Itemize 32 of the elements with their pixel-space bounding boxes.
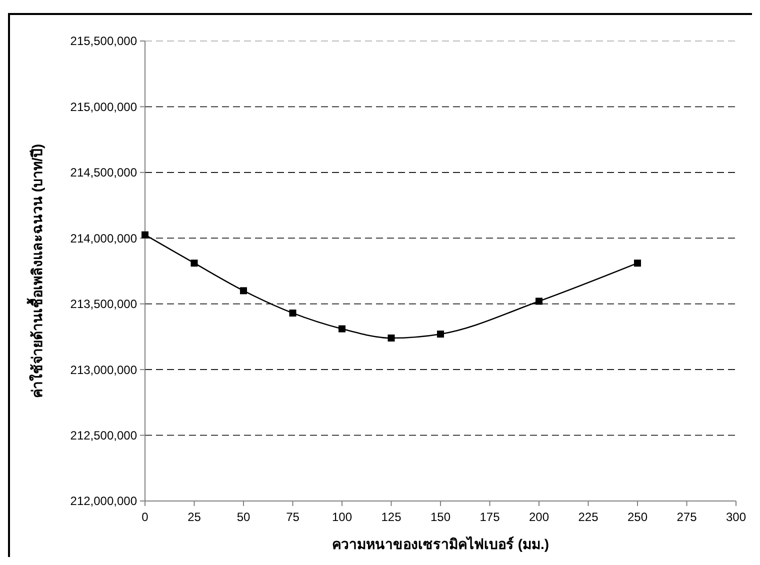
x-axis-title: ความหนาของเซรามิคไฟเบอร์ (มม.)	[332, 535, 550, 552]
y-tick-label: 214,000,000	[70, 231, 138, 246]
x-tick-label: 300	[726, 510, 746, 524]
x-tick-label: 200	[528, 510, 550, 524]
y-tick-label: 214,500,000	[70, 166, 138, 180]
x-tick-label: 275	[676, 510, 698, 524]
point	[338, 325, 346, 332]
y-tick-label: 215,500,000	[70, 34, 138, 48]
x-tick-label: 25	[188, 510, 202, 524]
x-tick-label: 225	[578, 510, 599, 524]
x-tick-label: 250	[627, 510, 648, 524]
point	[190, 260, 198, 267]
x-tick-label: 175	[480, 510, 500, 524]
y-tick-label: 213,000,000	[70, 362, 138, 377]
point	[142, 231, 148, 238]
point	[388, 334, 395, 342]
x-tick-label: 0	[142, 510, 149, 524]
point	[634, 260, 641, 267]
point	[437, 330, 444, 338]
y-tick-label: 212,000,000	[70, 494, 138, 508]
y-tick-label: 212,500,000	[70, 428, 138, 442]
point	[536, 298, 542, 305]
y-tick-label: 213,500,000	[70, 297, 138, 312]
x-tick-label: 75	[286, 510, 300, 524]
y-tick-label: 215,000,000	[70, 100, 138, 114]
x-tick-label: 100	[332, 510, 352, 524]
x-tick-label: 150	[430, 510, 451, 524]
x-tick-label: 50	[236, 510, 250, 524]
point	[289, 310, 296, 317]
y-axis-title: ค่าใช้จ่ายด้านเชื้อเพลิงและฉนวน (บาท/ปี)	[26, 144, 45, 398]
x-tick-label: 125	[381, 510, 402, 524]
point	[240, 287, 247, 294]
